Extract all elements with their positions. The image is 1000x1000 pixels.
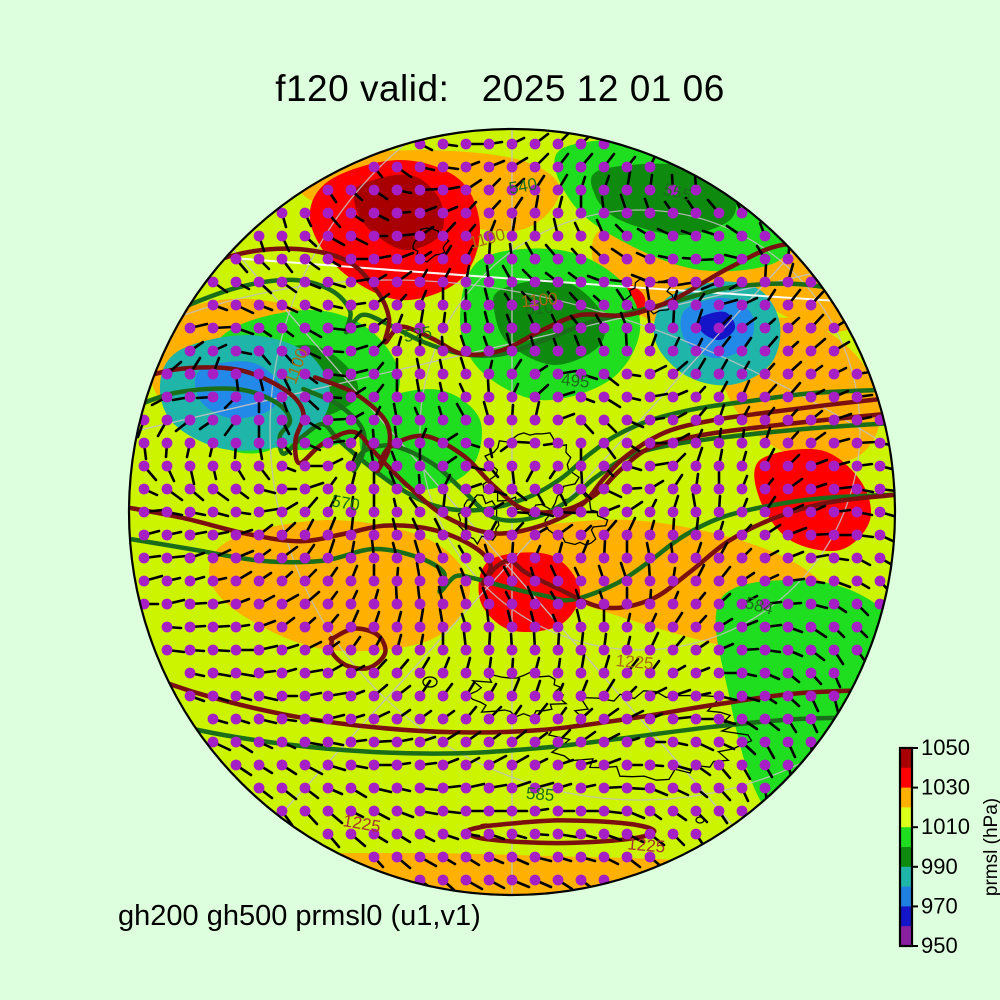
svg-text:1100: 1100: [520, 289, 558, 311]
svg-text:585: 585: [525, 784, 555, 805]
svg-text:1225: 1225: [627, 834, 666, 856]
svg-text:570: 570: [707, 157, 741, 186]
svg-text:1225: 1225: [615, 651, 654, 673]
svg-text:495: 495: [560, 370, 590, 391]
